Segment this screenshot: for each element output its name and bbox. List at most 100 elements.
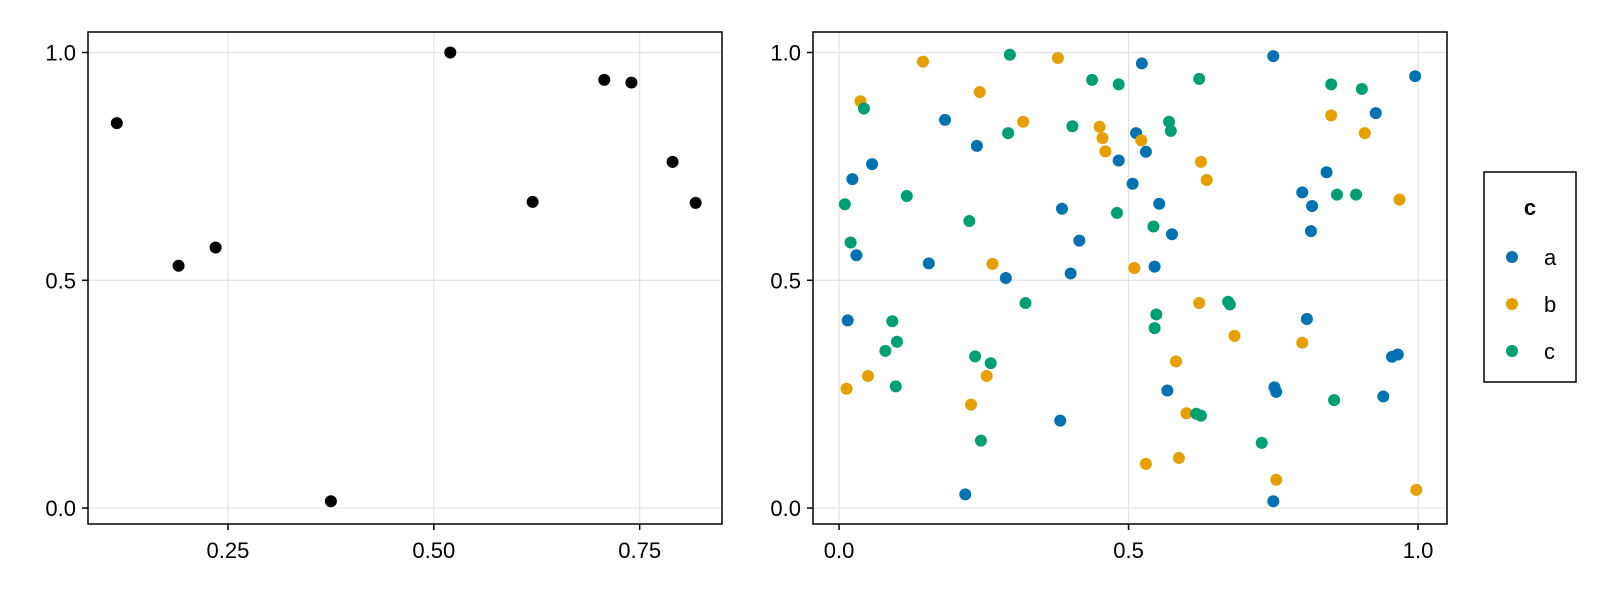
data-point	[209, 241, 222, 254]
data-point-series-c	[890, 335, 903, 348]
data-point	[526, 195, 539, 208]
x-tick-label: 0.50	[412, 538, 455, 563]
data-point-series-a	[1267, 50, 1280, 63]
data-point-series-a	[846, 173, 859, 186]
data-point-series-a	[1126, 177, 1139, 190]
data-point-series-c	[879, 344, 892, 357]
data-point-series-a	[999, 272, 1012, 284]
x-tick-label: 0.75	[618, 538, 661, 563]
data-point-series-a	[1112, 154, 1125, 167]
y-tick-label: 0.0	[770, 496, 801, 521]
data-point-series-c	[1086, 73, 1099, 86]
data-point-series-a	[922, 257, 935, 270]
x-tick-label: 1.0	[1403, 538, 1434, 563]
data-point-series-c	[1255, 436, 1268, 449]
legend-marker-b	[1506, 298, 1518, 310]
y-tick-label: 1.0	[770, 41, 801, 66]
left-scatter-plot: 0.25 0.50 0.75 0.0 0.5 1.0	[45, 31, 723, 563]
data-point-series-b	[840, 382, 853, 395]
data-point-series-c	[900, 190, 913, 202]
data-point-series-a	[939, 113, 952, 126]
data-point-series-c	[844, 236, 857, 249]
data-point-series-c	[984, 357, 997, 370]
data-point-series-c	[1147, 220, 1160, 233]
legend-box	[1483, 171, 1577, 383]
data-point-series-c	[963, 215, 976, 228]
data-point-series-b	[1180, 407, 1193, 420]
data-point-series-a	[1391, 348, 1404, 361]
data-point-series-b	[1393, 193, 1406, 206]
data-point-series-b	[1193, 297, 1206, 310]
data-point	[598, 73, 611, 86]
data-point-series-c	[889, 380, 902, 393]
data-point-series-c	[1148, 322, 1161, 335]
data-point-series-c	[1164, 124, 1177, 137]
data-point-series-a	[1165, 228, 1178, 241]
data-point-series-a	[1270, 385, 1283, 398]
legend-label-b: b	[1544, 292, 1556, 317]
data-point-series-a	[1267, 495, 1280, 508]
data-point-series-b	[1270, 473, 1283, 486]
data-point-series-a	[866, 158, 879, 171]
data-point-series-a	[1306, 200, 1319, 213]
x-tick-label: 0.0	[824, 538, 855, 563]
data-point-series-c	[1193, 72, 1206, 85]
data-point-series-b	[973, 86, 986, 99]
data-point-series-c	[1150, 308, 1163, 321]
data-point	[444, 46, 457, 59]
legend-marker-c	[1506, 345, 1518, 357]
legend-label-a: a	[1544, 245, 1557, 270]
data-point-series-b	[1139, 457, 1152, 470]
data-point	[689, 196, 702, 209]
legend-title: c	[1524, 195, 1536, 220]
data-point-series-b	[1017, 115, 1030, 128]
data-point-series-b	[1096, 132, 1109, 145]
data-point-series-a	[1153, 197, 1166, 210]
data-point	[666, 155, 679, 168]
data-point-series-c	[1002, 127, 1015, 140]
data-point-series-a	[1064, 267, 1077, 280]
y-tick-label: 1.0	[45, 41, 76, 66]
legend-marker-a	[1506, 251, 1518, 263]
data-point-series-b	[1135, 134, 1148, 147]
data-point-series-b	[1099, 145, 1112, 158]
data-point-series-c	[886, 315, 899, 328]
data-point-series-c	[1194, 409, 1207, 422]
data-point-series-c	[1355, 82, 1368, 95]
data-point-series-b	[1228, 329, 1241, 342]
axes-frame	[87, 31, 723, 525]
data-point-series-a	[1369, 107, 1382, 120]
data-point-series-a	[1304, 225, 1317, 238]
data-point-series-c	[1019, 297, 1032, 310]
data-point-series-b	[1051, 51, 1064, 64]
data-point-series-b	[980, 369, 993, 382]
data-point-series-a	[1320, 166, 1333, 179]
data-point-series-a	[1409, 70, 1422, 83]
axes-frame	[812, 31, 1448, 525]
data-point-series-c	[1328, 394, 1341, 407]
data-point-series-a	[1135, 57, 1148, 70]
data-point	[625, 76, 638, 89]
data-point-series-c	[838, 198, 851, 211]
data-point-series-c	[1110, 206, 1123, 219]
data-point-series-c	[1223, 298, 1236, 311]
data-point-series-a	[850, 249, 863, 262]
right-scatter-plot: 0.0 0.5 1.0 0.0 0.5 1.0	[770, 31, 1448, 563]
data-point-series-b	[1093, 120, 1106, 133]
data-point-series-a	[1161, 384, 1174, 397]
data-point-series-c	[974, 434, 987, 447]
data-point-series-b	[1170, 355, 1183, 368]
data-point-series-c	[857, 102, 870, 115]
data-point-series-c	[1325, 78, 1338, 91]
data-point-series-b	[965, 398, 978, 411]
data-point-series-b	[1172, 451, 1185, 464]
y-tick-label: 0.5	[45, 268, 76, 293]
data-point-series-a	[1148, 260, 1161, 273]
y-tick-label: 0.5	[770, 268, 801, 293]
data-point-series-c	[1330, 188, 1343, 201]
legend-label-c: c	[1544, 339, 1555, 364]
data-point-series-b	[986, 257, 999, 270]
data-point-series-b	[1194, 155, 1207, 168]
